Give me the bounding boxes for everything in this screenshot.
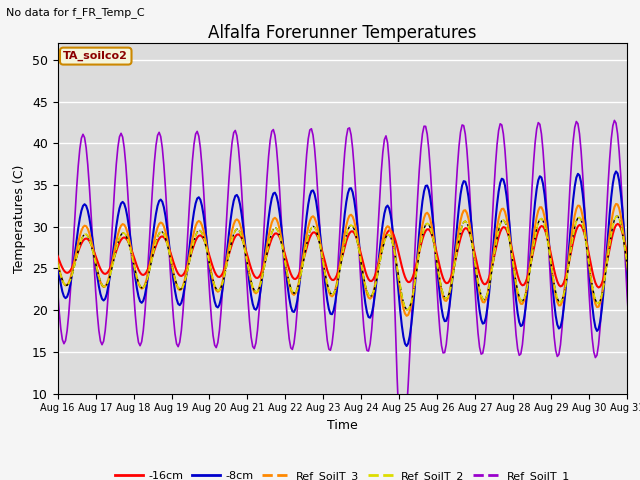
Title: Alfalfa Forerunner Temperatures: Alfalfa Forerunner Temperatures <box>208 24 477 42</box>
Legend: -16cm, -8cm, Ref_SoilT_3, Ref_SoilT_2, Ref_SoilT_1: -16cm, -8cm, Ref_SoilT_3, Ref_SoilT_2, R… <box>110 467 575 480</box>
X-axis label: Time: Time <box>327 419 358 432</box>
Y-axis label: Temperatures (C): Temperatures (C) <box>13 164 26 273</box>
Text: TA_soilco2: TA_soilco2 <box>63 51 128 61</box>
Text: No data for f_FR_Temp_C: No data for f_FR_Temp_C <box>6 7 145 18</box>
